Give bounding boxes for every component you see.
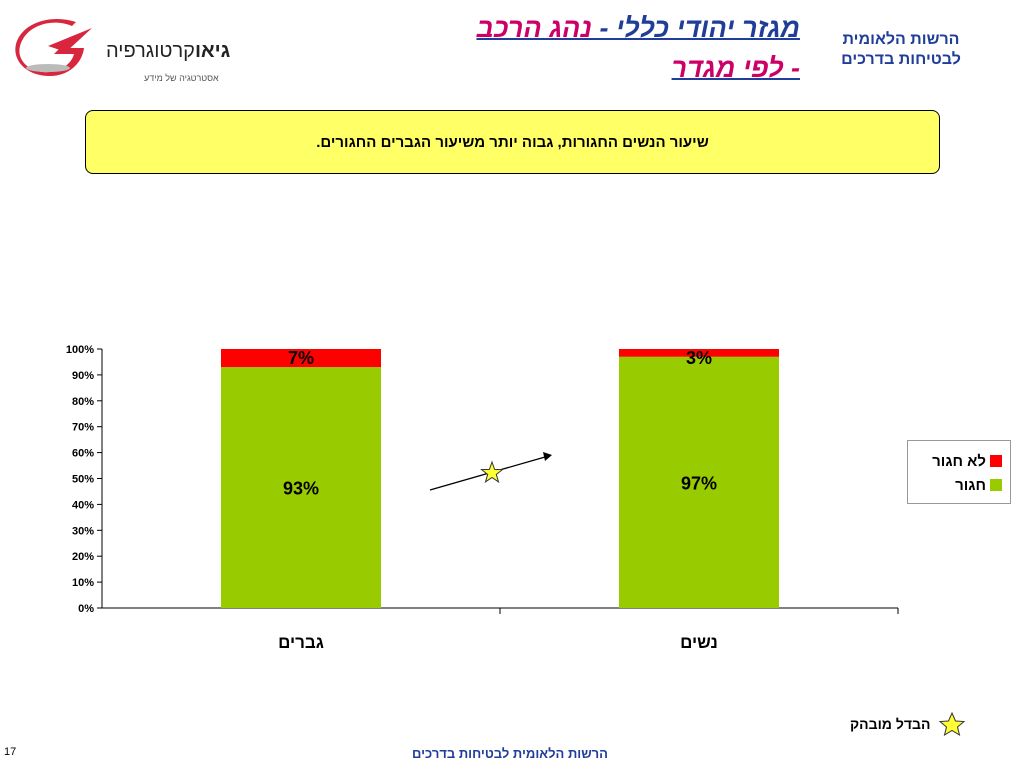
logo-mark-icon (15, 18, 92, 76)
arrow-head-icon (543, 452, 552, 461)
bar-segment (221, 349, 381, 368)
bar-segment (221, 367, 381, 608)
y-tick-label: 20% (72, 551, 94, 563)
y-tick-label: 30% (72, 525, 94, 537)
legend-label-not-belted: לא חגור (932, 452, 986, 470)
data-label: 93% (283, 479, 319, 499)
y-tick-label: 50% (72, 474, 94, 486)
logo-tagline: אסטרטגיה של מידע (144, 73, 219, 83)
logo: גיאוקרטוגרפיה אסטרטגיה של מידע (14, 18, 236, 83)
data-label: 7% (288, 348, 314, 368)
stacked-bar-chart: 0% 10% 20% 30% 40% 50% 60% 70% 80% 90% 100% 93% 7% גב… (66, 344, 899, 652)
data-label: 3% (686, 348, 712, 368)
significance-star-icon (480, 460, 504, 484)
conclusion-banner: שיעור הנשים החגורות, גבוה יותר משיעור הג… (85, 110, 940, 174)
chart-legend: לא חגור חגור (907, 440, 1011, 504)
page-title: מגזר יהודי כללי - נהג הרכב - לפי מגדר (440, 8, 800, 88)
bar-segment (619, 356, 779, 608)
y-tick-label: 70% (72, 422, 94, 434)
data-label: 97% (681, 473, 717, 493)
legend-label-belted: חגור (955, 476, 986, 494)
banner-text: שיעור הנשים החגורות, גבוה יותר משיעור הג… (316, 133, 709, 151)
legend-swatch-not-belted (990, 455, 1002, 467)
category-label: גברים (278, 633, 324, 652)
logo-brand: גיאוקרטוגרפיה (106, 40, 231, 62)
org-line2: לבטיחות בדרכים (841, 51, 961, 68)
title-part1: מגזר יהודי כללי - (592, 13, 800, 43)
y-tick-label: 60% (72, 448, 94, 460)
category-label: נשים (680, 633, 718, 652)
y-tick-label: 90% (72, 370, 94, 382)
page-number: 17 (4, 746, 17, 758)
significance-label: הבדל מובהק (850, 716, 931, 732)
legend-item-belted: חגור (916, 473, 1002, 497)
y-tick-label: 0% (78, 603, 94, 615)
legend-item-not-belted: לא חגור (916, 449, 1002, 473)
y-tick-label: 100% (66, 344, 94, 356)
y-tick-label: 80% (72, 396, 94, 408)
legend-swatch-belted (990, 479, 1002, 491)
title-part2: נהג הרכב (476, 13, 593, 43)
y-tick-label: 10% (72, 577, 94, 589)
title-part3: - לפי מגדר (671, 53, 800, 83)
bar-segment (619, 349, 779, 357)
org-name: הרשות הלאומית לבטיחות בדרכים (816, 30, 986, 70)
footer-text: הרשות הלאומית לבטיחות בדרכים (412, 746, 608, 761)
org-line1: הרשות הלאומית (842, 31, 960, 48)
star-icon (939, 712, 966, 736)
significance-legend: הבדל מובהק (850, 712, 966, 736)
y-tick-label: 40% (72, 499, 94, 511)
